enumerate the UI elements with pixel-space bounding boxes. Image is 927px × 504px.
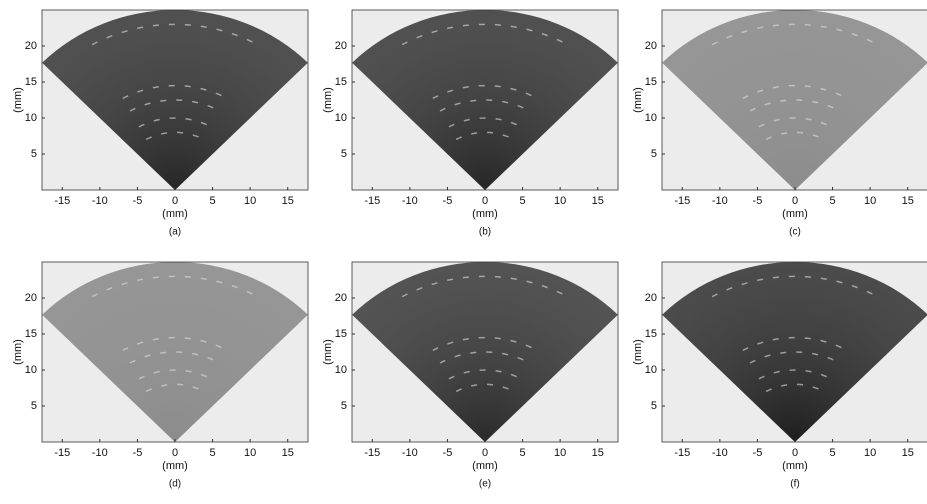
y-tick-label: 15: [335, 76, 347, 88]
x-tick-label: -10: [92, 195, 108, 207]
x-tick-label: -10: [402, 447, 418, 459]
x-axis-label: (mm): [782, 208, 808, 220]
x-tick-label: -10: [712, 195, 728, 207]
y-tick-label: 20: [645, 292, 657, 304]
y-tick-label: 5: [31, 400, 37, 412]
x-tick-label: 15: [282, 195, 294, 207]
panel: -15 -10 -5 0 5 10 15 5 10 15 20 (mm) (mm) (b): [322, 10, 618, 238]
y-tick-label: 10: [335, 364, 347, 376]
x-tick-label: -10: [92, 447, 108, 459]
x-axis-label: (mm): [782, 460, 808, 472]
x-tick-label: 0: [172, 447, 178, 459]
figure: -15 -10 -5 0 5 10 15 5 10 15 20 (mm) (mm) (a) -15 -10 -5…: [0, 0, 927, 504]
x-tick-label: 5: [830, 447, 836, 459]
panel: -15 -10 -5 0 5 10 15 5 10 15 20 (mm) (mm) (f): [632, 262, 927, 490]
x-tick-label: 0: [172, 195, 178, 207]
y-tick-label: 20: [25, 40, 37, 52]
y-tick-label: 15: [25, 76, 37, 88]
y-tick-label: 10: [645, 364, 657, 376]
y-tick-label: 15: [25, 328, 37, 340]
x-tick-label: 5: [210, 447, 216, 459]
y-tick-label: 5: [651, 148, 657, 160]
x-tick-label: -5: [753, 195, 763, 207]
x-axis-label: (mm): [162, 460, 188, 472]
caption: (c): [789, 227, 801, 238]
x-tick-label: -15: [674, 447, 690, 459]
x-tick-label: -10: [402, 195, 418, 207]
x-tick-label: 0: [482, 195, 488, 207]
x-tick-label: 0: [792, 195, 798, 207]
y-tick-label: 15: [335, 328, 347, 340]
x-tick-label: 5: [830, 195, 836, 207]
y-tick-label: 10: [335, 112, 347, 124]
x-tick-label: -15: [54, 195, 70, 207]
x-tick-label: 10: [554, 447, 566, 459]
y-tick-label: 20: [645, 40, 657, 52]
x-tick-label: -5: [443, 195, 453, 207]
x-tick-label: -5: [753, 447, 763, 459]
x-tick-label: -15: [364, 195, 380, 207]
caption: (a): [169, 227, 181, 238]
x-tick-label: 10: [244, 447, 256, 459]
x-tick-label: 15: [282, 447, 294, 459]
caption: (f): [790, 479, 799, 490]
x-tick-label: 5: [520, 195, 526, 207]
x-tick-label: -15: [674, 195, 690, 207]
x-tick-label: 15: [592, 447, 604, 459]
x-tick-label: 15: [592, 195, 604, 207]
y-tick-label: 10: [25, 364, 37, 376]
x-tick-label: 15: [902, 447, 914, 459]
panel: -15 -10 -5 0 5 10 15 5 10 15 20 (mm) (mm) (a): [12, 10, 308, 238]
y-tick-label: 20: [335, 40, 347, 52]
x-tick-label: 10: [864, 447, 876, 459]
x-tick-label: -10: [712, 447, 728, 459]
x-tick-label: 10: [244, 195, 256, 207]
x-tick-label: 5: [520, 447, 526, 459]
y-axis-label: (mm): [322, 87, 334, 113]
caption: (e): [479, 479, 491, 490]
y-tick-label: 15: [645, 76, 657, 88]
y-tick-label: 20: [25, 292, 37, 304]
x-tick-label: -5: [443, 447, 453, 459]
x-tick-label: -5: [133, 195, 143, 207]
y-tick-label: 5: [341, 400, 347, 412]
y-axis-label: (mm): [632, 87, 644, 113]
x-tick-label: 10: [554, 195, 566, 207]
panel: -15 -10 -5 0 5 10 15 5 10 15 20 (mm) (mm) (c): [632, 10, 927, 238]
y-axis-label: (mm): [12, 339, 24, 365]
y-tick-label: 10: [25, 112, 37, 124]
y-tick-label: 15: [645, 328, 657, 340]
x-tick-label: 0: [792, 447, 798, 459]
y-axis-label: (mm): [12, 87, 24, 113]
y-tick-label: 5: [31, 148, 37, 160]
x-tick-label: -15: [54, 447, 70, 459]
panel: -15 -10 -5 0 5 10 15 5 10 15 20 (mm) (mm) (d): [12, 262, 308, 490]
x-tick-label: -15: [364, 447, 380, 459]
y-tick-label: 5: [651, 400, 657, 412]
x-tick-label: -5: [133, 447, 143, 459]
y-axis-label: (mm): [322, 339, 334, 365]
y-tick-label: 20: [335, 292, 347, 304]
x-tick-label: 5: [210, 195, 216, 207]
x-tick-label: 0: [482, 447, 488, 459]
panel: -15 -10 -5 0 5 10 15 5 10 15 20 (mm) (mm) (e): [322, 262, 618, 490]
caption: (d): [169, 479, 181, 490]
x-axis-label: (mm): [472, 460, 498, 472]
y-axis-label: (mm): [632, 339, 644, 365]
y-tick-label: 10: [645, 112, 657, 124]
caption: (b): [479, 227, 491, 238]
x-axis-label: (mm): [472, 208, 498, 220]
x-axis-label: (mm): [162, 208, 188, 220]
x-tick-label: 10: [864, 195, 876, 207]
y-tick-label: 5: [341, 148, 347, 160]
x-tick-label: 15: [902, 195, 914, 207]
